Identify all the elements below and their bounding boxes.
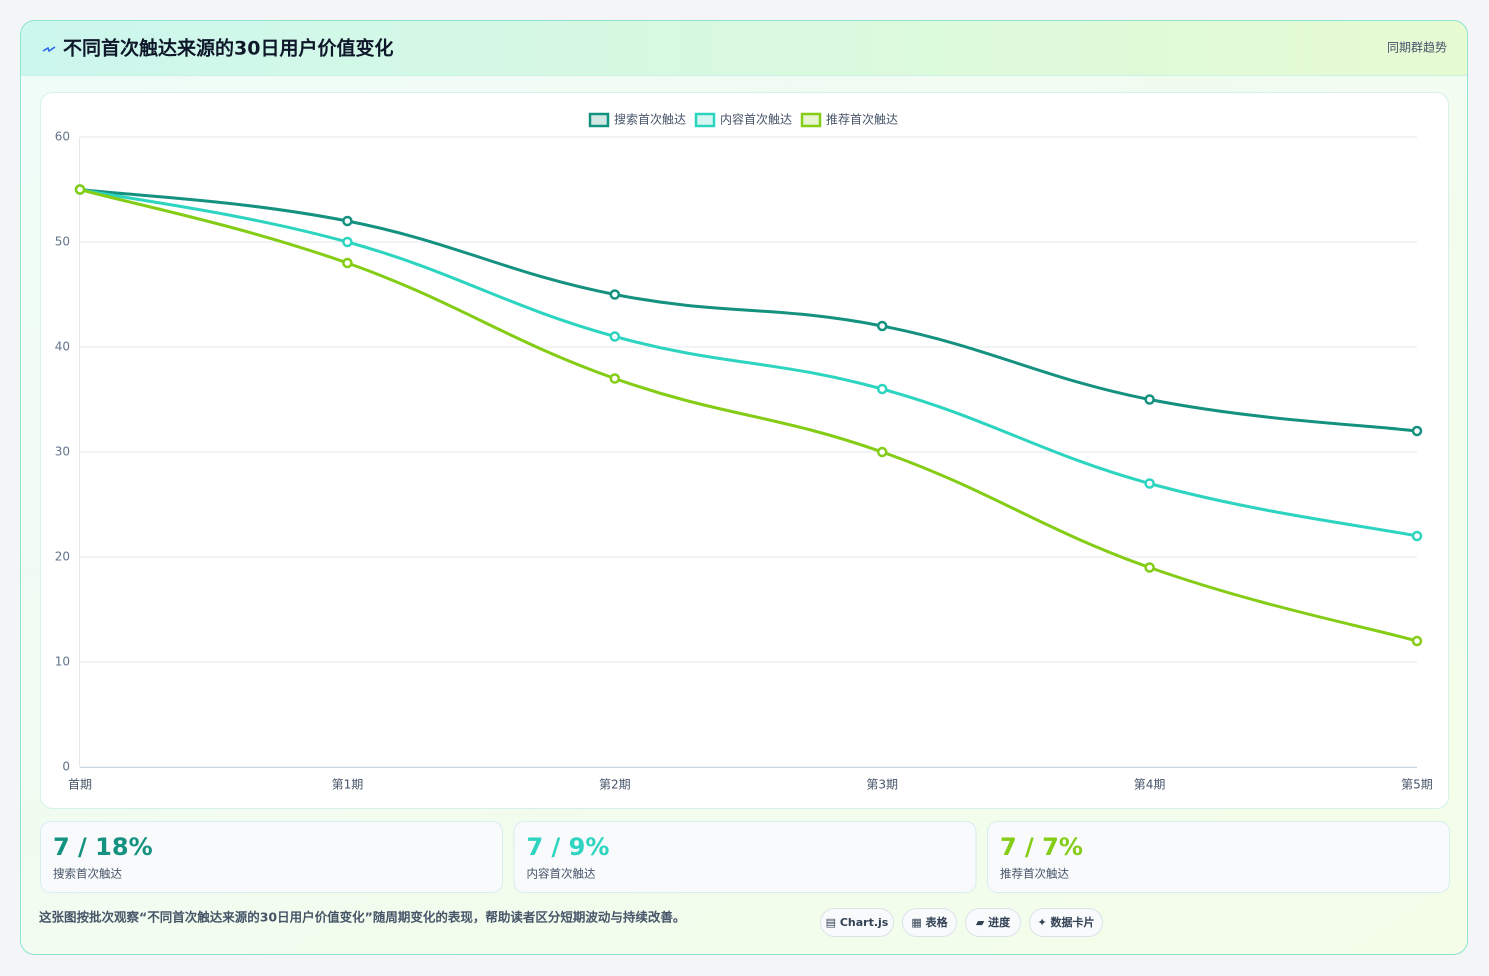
legend-swatch: [800, 112, 822, 128]
buttons: ▤ Chart.js ▦ 表格 ▰ 进度 ✦ 数据卡片: [820, 908, 1103, 937]
title-icon: [42, 46, 56, 53]
toggle-button[interactable]: [1029, 908, 1103, 937]
data-point: [1411, 635, 1423, 647]
data-point: [1144, 562, 1155, 573]
chart-panel: [40, 92, 1449, 809]
stat-card: [513, 821, 977, 893]
data-point: [876, 320, 888, 332]
data-point: [876, 446, 888, 458]
stat-label: 内容首次触达: [527, 867, 596, 881]
y-tick-label: 30: [55, 445, 70, 459]
stat-label: 推荐首次触达: [1000, 867, 1069, 881]
footer-note: 这张图按批次观察“不同首次触达来源的30日用户价值变化”随周期变化的表现，帮助读…: [39, 910, 685, 925]
data-point: [342, 257, 353, 269]
data-point: [1411, 425, 1423, 437]
data-point: [1144, 394, 1155, 405]
stat-value: 7 / 7%: [1000, 833, 1083, 861]
x-tick-label: 第2期: [599, 778, 631, 792]
series-line: [79, 188, 1418, 643]
toggle-button-label[interactable]: ✦ 数据卡片: [1037, 915, 1094, 929]
stat-label: 搜索首次触达: [53, 867, 122, 881]
series-line: [79, 188, 1418, 433]
toggle-button[interactable]: [965, 908, 1021, 937]
series-line: [79, 188, 1418, 538]
data-point: [342, 215, 353, 227]
data-point: [609, 373, 621, 384]
x-tick-label: 第1期: [332, 778, 364, 792]
data-point: [342, 236, 353, 248]
chart: 0 10 20 30 40 50 60 首期 第1期 第2期 第3期 第4期 第5期 搜索首次触达 内容首次…: [55, 112, 1433, 792]
stat-card: [40, 821, 503, 893]
legend-swatch: [588, 112, 610, 128]
x-tick-label: 首期: [68, 778, 92, 792]
toggle-button-label[interactable]: ▦ 表格: [911, 915, 948, 929]
legend-label: 搜索首次触达: [614, 112, 686, 127]
toggle-button-label[interactable]: ▤ Chart.js: [826, 916, 889, 929]
data-point: [609, 289, 621, 300]
legend-swatch: [694, 112, 716, 128]
stat-value: 7 / 9%: [527, 833, 610, 861]
x-tick-label: 第5期: [1401, 778, 1433, 792]
stat-value: 7 / 18%: [53, 833, 153, 861]
y-tick-label: 20: [55, 550, 70, 564]
toggle-button[interactable]: [820, 908, 894, 937]
legend-label: 推荐首次触达: [826, 113, 898, 127]
x-tick-label: 第3期: [866, 778, 898, 792]
data-point: [876, 383, 888, 395]
x-tick-label: 第4期: [1134, 778, 1166, 792]
data-point: [609, 331, 621, 342]
header-bar: [21, 20, 1467, 75]
data-point: [1144, 478, 1155, 489]
legend-label: 内容首次触达: [720, 112, 792, 127]
header-tag: 同期群趋势: [1387, 41, 1447, 55]
y-tick-label: 60: [55, 130, 70, 144]
y-tick-label: 10: [55, 655, 70, 669]
y-tick-label: 0: [62, 760, 70, 774]
cards: 7 / 18% 搜索首次触达 7 / 9% 内容首次触达 7 / 7% 推荐首次触达: [40, 821, 1450, 893]
title: 不同首次触达来源的30日用户价值变化: [63, 37, 393, 60]
stat-card: [987, 821, 1450, 893]
toggle-button-label[interactable]: ▰ 进度: [976, 915, 1011, 929]
y-tick-label: 40: [55, 340, 70, 354]
toggle-button[interactable]: [902, 908, 957, 937]
y-tick-label: 50: [55, 235, 70, 249]
data-point: [1411, 530, 1423, 542]
data-point: [74, 184, 86, 195]
